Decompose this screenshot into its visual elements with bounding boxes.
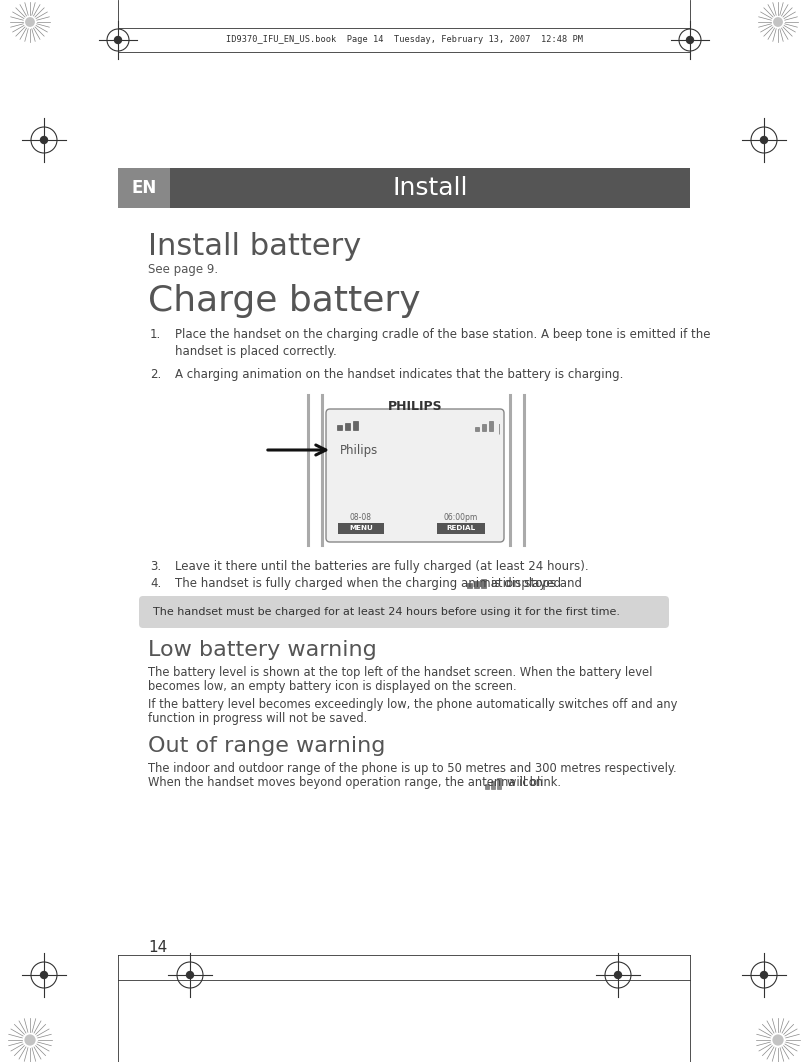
Bar bbox=[353, 421, 358, 430]
Bar bbox=[491, 781, 495, 789]
Text: The handset must be charged for at least 24 hours before using it for the first : The handset must be charged for at least… bbox=[153, 607, 620, 617]
Text: Leave it there until the batteries are fully charged (at least 24 hours).: Leave it there until the batteries are f… bbox=[175, 560, 588, 573]
Text: will blink.: will blink. bbox=[507, 776, 561, 789]
Bar bbox=[489, 421, 493, 431]
FancyBboxPatch shape bbox=[326, 409, 504, 542]
Bar bbox=[481, 579, 486, 588]
Bar bbox=[345, 423, 350, 430]
Bar bbox=[482, 424, 486, 431]
Text: The indoor and outdoor range of the phone is up to 50 metres and 300 metres resp: The indoor and outdoor range of the phon… bbox=[148, 763, 676, 775]
Text: MENU: MENU bbox=[349, 525, 372, 531]
Text: When the handset moves beyond operation range, the antenna icon: When the handset moves beyond operation … bbox=[148, 776, 543, 789]
Text: Place the handset on the charging cradle of the base station. A beep tone is emi: Place the handset on the charging cradle… bbox=[175, 328, 710, 358]
Circle shape bbox=[772, 1034, 784, 1046]
Circle shape bbox=[115, 36, 121, 44]
Bar bbox=[337, 425, 342, 430]
Text: |: | bbox=[498, 424, 501, 434]
Text: The handset is fully charged when the charging animation stops and: The handset is fully charged when the ch… bbox=[175, 577, 582, 590]
Circle shape bbox=[615, 972, 621, 978]
Circle shape bbox=[773, 17, 783, 27]
Bar bbox=[437, 523, 485, 534]
Text: If the battery level becomes exceedingly low, the phone automatically switches o: If the battery level becomes exceedingly… bbox=[148, 698, 677, 710]
Text: function in progress will not be saved.: function in progress will not be saved. bbox=[148, 712, 368, 725]
Bar bbox=[475, 427, 479, 431]
Text: ID9370_IFU_EN_US.book  Page 14  Tuesday, February 13, 2007  12:48 PM: ID9370_IFU_EN_US.book Page 14 Tuesday, F… bbox=[225, 35, 583, 45]
Text: Install battery: Install battery bbox=[148, 232, 361, 261]
Circle shape bbox=[187, 972, 193, 978]
Bar bbox=[118, 168, 170, 208]
Circle shape bbox=[687, 36, 693, 44]
Text: EN: EN bbox=[132, 179, 157, 196]
Text: Out of range warning: Out of range warning bbox=[148, 736, 385, 756]
Text: 1.: 1. bbox=[150, 328, 162, 341]
Text: See page 9.: See page 9. bbox=[148, 263, 218, 276]
Text: PHILIPS: PHILIPS bbox=[388, 400, 442, 413]
Circle shape bbox=[40, 137, 48, 143]
FancyBboxPatch shape bbox=[139, 596, 669, 628]
Text: Install: Install bbox=[392, 176, 468, 200]
Circle shape bbox=[25, 17, 35, 27]
Bar bbox=[485, 784, 489, 789]
Circle shape bbox=[40, 972, 48, 978]
Text: 3.: 3. bbox=[150, 560, 161, 573]
Bar bbox=[467, 583, 472, 588]
Text: A charging animation on the handset indicates that the battery is charging.: A charging animation on the handset indi… bbox=[175, 369, 624, 381]
Bar bbox=[474, 581, 479, 588]
Text: is displayed.: is displayed. bbox=[491, 577, 565, 590]
Circle shape bbox=[760, 972, 768, 978]
Circle shape bbox=[24, 1034, 36, 1046]
Bar bbox=[170, 168, 690, 208]
Text: becomes low, an empty battery icon is displayed on the screen.: becomes low, an empty battery icon is di… bbox=[148, 680, 516, 693]
Text: 2.: 2. bbox=[150, 369, 162, 381]
Text: 4.: 4. bbox=[150, 577, 162, 590]
Text: 14: 14 bbox=[148, 940, 167, 955]
Bar bbox=[497, 778, 501, 789]
Text: 06:00pm: 06:00pm bbox=[444, 513, 478, 523]
Circle shape bbox=[760, 137, 768, 143]
Bar bbox=[338, 523, 384, 534]
Text: Charge battery: Charge battery bbox=[148, 284, 421, 318]
Text: Low battery warning: Low battery warning bbox=[148, 640, 377, 660]
Text: The battery level is shown at the top left of the handset screen. When the batte: The battery level is shown at the top le… bbox=[148, 666, 652, 679]
Text: 08-08: 08-08 bbox=[350, 513, 372, 523]
Text: Philips: Philips bbox=[340, 444, 378, 457]
Text: REDIAL: REDIAL bbox=[447, 525, 476, 531]
